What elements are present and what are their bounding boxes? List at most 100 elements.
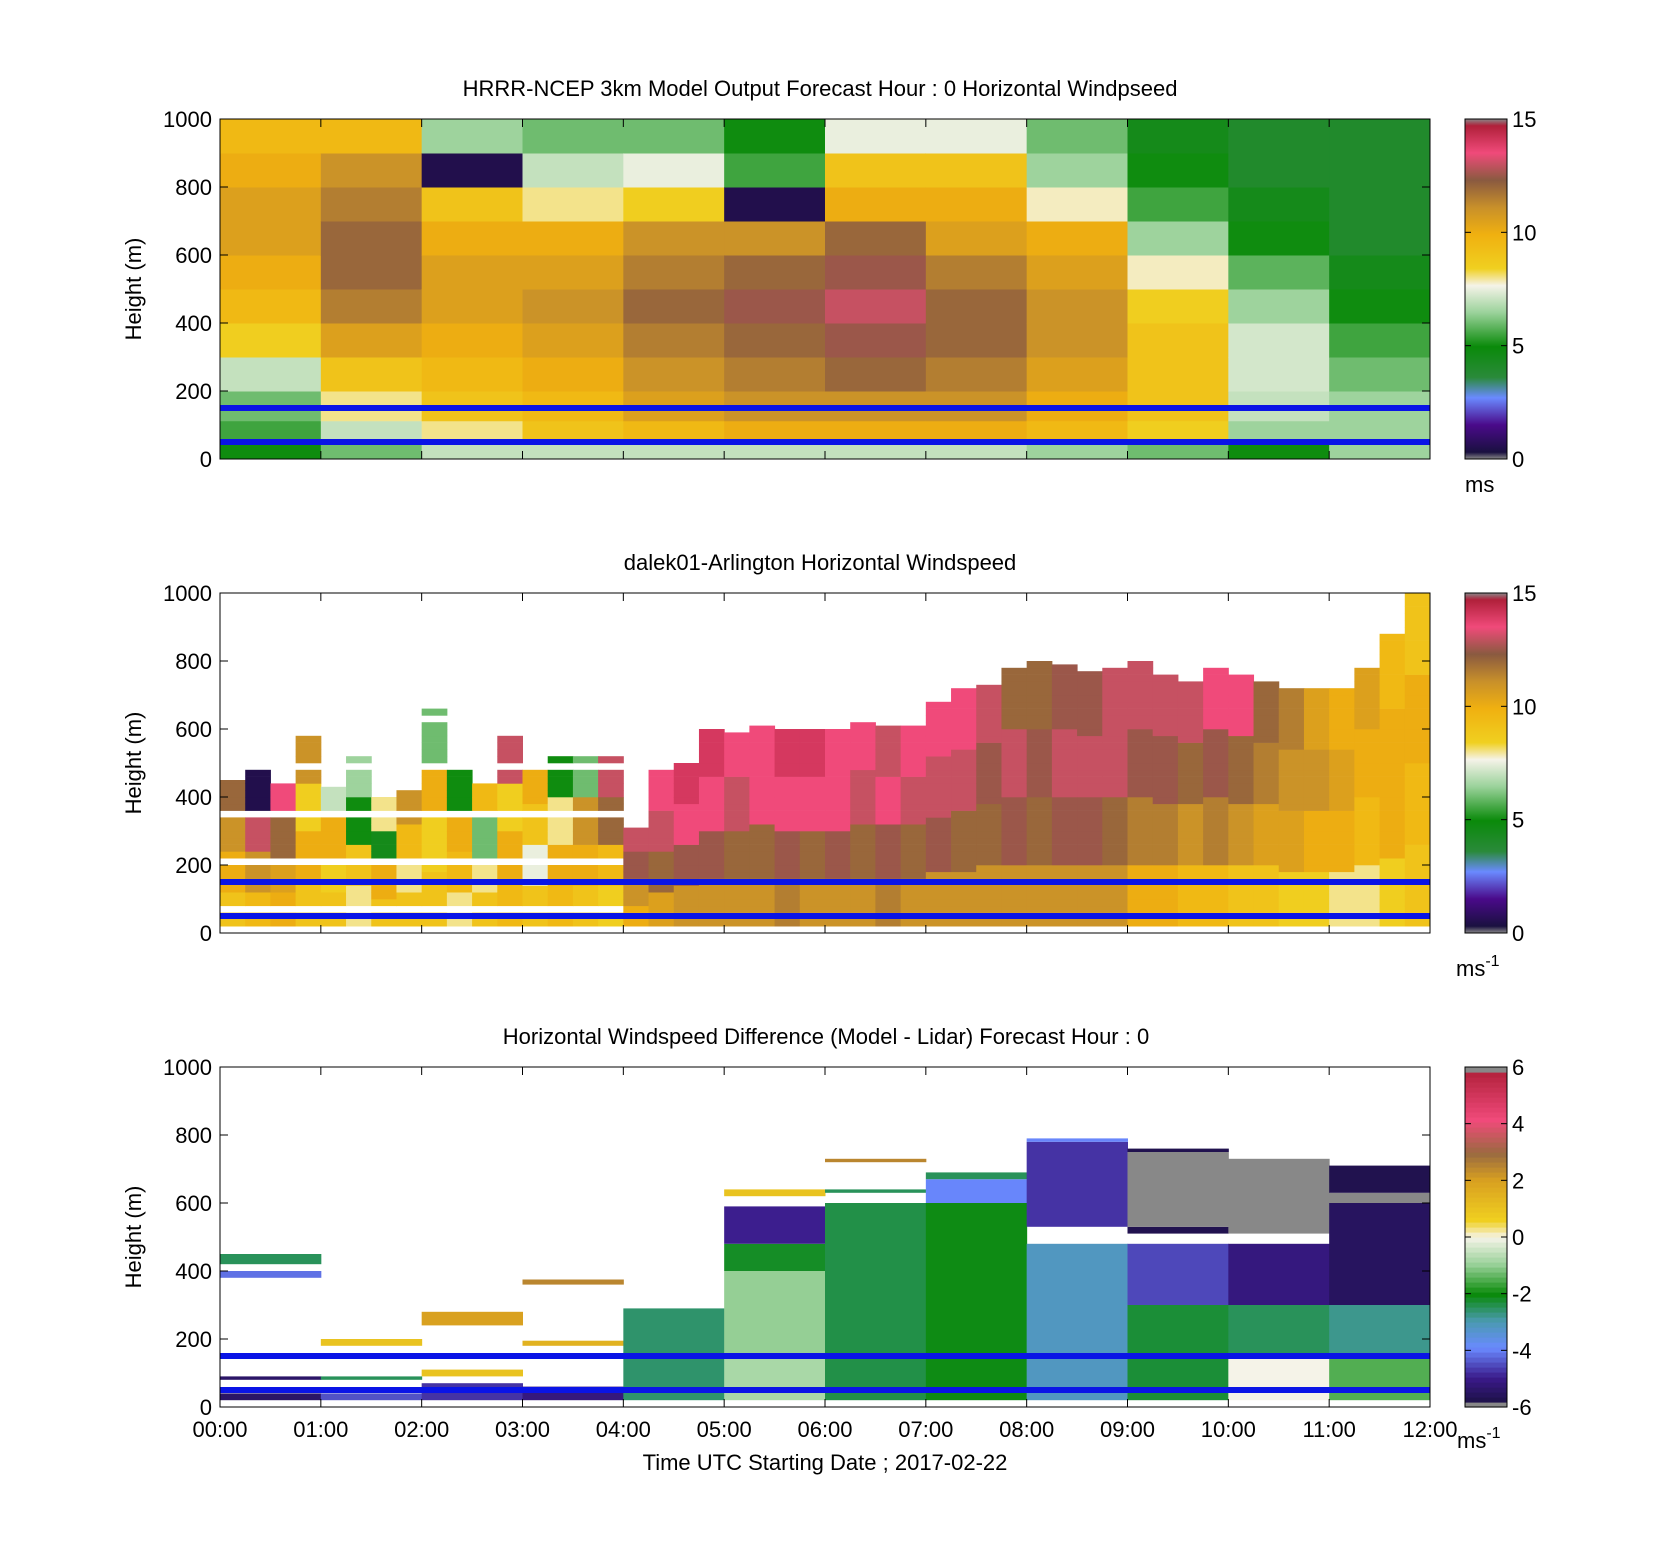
lidar-cell bbox=[1354, 674, 1381, 682]
y-tick-label: 200 bbox=[175, 853, 212, 878]
lidar-cell bbox=[346, 865, 372, 873]
lidar-cell bbox=[875, 797, 902, 805]
lidar-cell bbox=[925, 749, 952, 757]
lidar-cell bbox=[1354, 824, 1381, 832]
colorbar-swatch bbox=[1465, 1392, 1507, 1398]
lidar-cell bbox=[572, 824, 599, 832]
lidar-cell bbox=[270, 837, 297, 845]
lidar-cell bbox=[925, 735, 952, 743]
lidar-cell bbox=[1379, 851, 1406, 859]
lidar-cell bbox=[1177, 892, 1204, 900]
lidar-cell bbox=[925, 722, 952, 730]
lidar-cell bbox=[270, 817, 297, 825]
lidar-cell bbox=[976, 722, 1002, 730]
lidar-cell bbox=[1127, 803, 1154, 811]
heatmap-cell bbox=[825, 323, 927, 358]
heatmap-cell bbox=[925, 357, 1028, 392]
lidar-cell bbox=[421, 797, 448, 805]
lidar-cell bbox=[1329, 817, 1355, 825]
lidar-cell bbox=[749, 810, 776, 818]
colorbar-swatch bbox=[1465, 1177, 1507, 1183]
lidar-cell bbox=[1127, 810, 1154, 818]
heatmap-cell bbox=[724, 420, 826, 443]
lidar-cell bbox=[371, 892, 397, 900]
lidar-cell bbox=[698, 905, 725, 913]
lidar-cell bbox=[1203, 871, 1229, 879]
lidar-cell bbox=[1177, 905, 1204, 913]
lidar-cell bbox=[951, 905, 977, 913]
lidar-cell bbox=[875, 885, 902, 893]
lidar-cell bbox=[295, 749, 322, 757]
lidar-cell bbox=[547, 803, 574, 811]
lidar-cell bbox=[497, 919, 523, 927]
lidar-cell bbox=[220, 865, 246, 873]
y-tick-label: 1000 bbox=[163, 1055, 212, 1080]
lidar-cell bbox=[446, 892, 473, 900]
lidar-cell bbox=[698, 735, 725, 743]
lidar-cell bbox=[1379, 640, 1406, 648]
lidar-cell bbox=[774, 756, 801, 764]
lidar-cell bbox=[1228, 769, 1255, 777]
lidar-cell bbox=[724, 756, 750, 764]
lidar-cell bbox=[396, 797, 423, 805]
lidar-cell bbox=[497, 797, 523, 805]
lidar-cell bbox=[1177, 851, 1204, 859]
x-tick-label: 06:00 bbox=[797, 1417, 852, 1442]
lidar-cell bbox=[421, 776, 448, 784]
lidar-cell bbox=[1051, 664, 1078, 669]
lidar-cell bbox=[245, 769, 271, 777]
heatmap-cell bbox=[421, 153, 523, 188]
lidar-cell bbox=[749, 865, 776, 873]
lidar-cell bbox=[698, 817, 725, 825]
lidar-cell bbox=[1303, 715, 1330, 723]
lidar-cell bbox=[1228, 701, 1255, 709]
lidar-cell bbox=[1354, 681, 1381, 689]
lidar-cell bbox=[850, 831, 876, 839]
panel-lidar: dalek01-Arlington Horizontal Windspeed 0… bbox=[121, 550, 1536, 981]
lidar-cell bbox=[421, 803, 448, 811]
panel-lidar-x-ticks bbox=[219, 593, 1431, 933]
lidar-cell bbox=[1354, 769, 1381, 777]
lidar-cell bbox=[1127, 688, 1154, 696]
lidar-cell bbox=[572, 817, 599, 825]
lidar-cell bbox=[850, 729, 876, 737]
lidar-cell bbox=[1404, 783, 1431, 791]
lidar-cell bbox=[396, 803, 423, 811]
lidar-cell bbox=[673, 797, 700, 805]
lidar-cell bbox=[698, 783, 725, 791]
lidar-cell bbox=[1102, 803, 1128, 811]
heatmap-cell bbox=[623, 442, 725, 460]
lidar-cell bbox=[1102, 681, 1128, 689]
heatmap-cell bbox=[623, 420, 725, 443]
lidar-cell bbox=[900, 756, 927, 764]
lidar-cell bbox=[270, 899, 297, 907]
colorbar-swatch bbox=[1465, 1402, 1507, 1408]
lidar-cell bbox=[1278, 797, 1305, 805]
lidar-cell bbox=[522, 803, 549, 811]
lidar-cell bbox=[1253, 837, 1280, 845]
lidar-cell bbox=[270, 831, 297, 839]
lidar-cell bbox=[1228, 865, 1255, 873]
heatmap-cell bbox=[1127, 289, 1229, 324]
lidar-cell bbox=[774, 871, 801, 879]
lidar-cell bbox=[472, 871, 498, 879]
lidar-cell bbox=[1203, 797, 1229, 805]
colorbar-swatch bbox=[1465, 1322, 1507, 1328]
lidar-cell bbox=[1177, 919, 1204, 927]
lidar-cell bbox=[648, 919, 675, 927]
lidar-cell bbox=[1303, 797, 1330, 805]
lidar-cell bbox=[1127, 763, 1154, 771]
lidar-cell bbox=[1051, 885, 1078, 893]
heatmap-cell bbox=[925, 420, 1028, 443]
lidar-cell bbox=[1379, 674, 1406, 682]
lidar-cell bbox=[371, 797, 397, 805]
lidar-cell bbox=[346, 803, 372, 811]
lidar-cell bbox=[1303, 695, 1330, 703]
lidar-cell bbox=[1102, 797, 1128, 805]
lidar-cell bbox=[1102, 858, 1128, 866]
lidar-cell bbox=[472, 885, 498, 893]
lidar-cell bbox=[1379, 837, 1406, 845]
colorbar-swatch bbox=[1465, 1242, 1507, 1248]
lidar-cell bbox=[1379, 776, 1406, 784]
lidar-cell bbox=[799, 851, 826, 859]
